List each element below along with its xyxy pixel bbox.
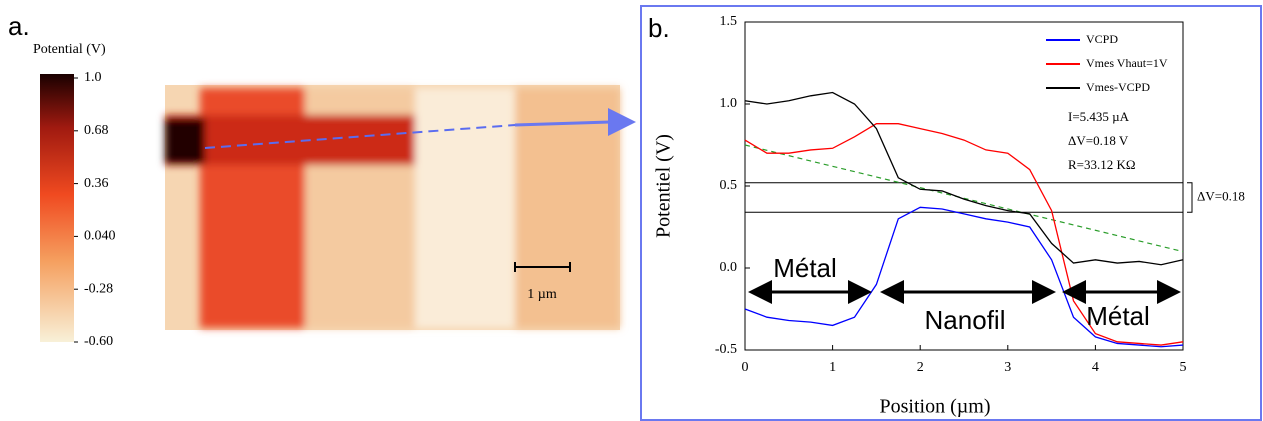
y-axis-title: Potentiel (V) bbox=[653, 134, 675, 238]
x-tick-label: 3 bbox=[1004, 360, 1011, 375]
colorbar-tick-label: 0.040 bbox=[84, 229, 116, 244]
region-label: Nanofil bbox=[925, 305, 1006, 335]
legend-label: Vmes Vhaut=1V bbox=[1086, 56, 1168, 70]
annotation: ΔV=0.18 bbox=[1197, 188, 1245, 203]
x-tick-label: 1 bbox=[829, 360, 836, 375]
annotation: I=5.435 µA bbox=[1068, 109, 1130, 124]
colorbar-tick-label: 0.68 bbox=[84, 123, 109, 138]
panel-label: b. bbox=[648, 13, 670, 43]
legend-label: VCPD bbox=[1086, 32, 1118, 46]
legend-label: Vmes-VCPD bbox=[1086, 80, 1150, 94]
colorbar-tick-label: 1.0 bbox=[84, 70, 102, 85]
colorbar-tick-label: -0.60 bbox=[84, 334, 113, 349]
data-line bbox=[744, 206, 1184, 348]
scale-label: 1 µm bbox=[527, 287, 557, 302]
region-label: Métal bbox=[773, 253, 837, 283]
colorbar-title: Potential (V) bbox=[33, 42, 106, 57]
y-tick-label: 0.0 bbox=[720, 260, 738, 275]
annotation: ΔV=0.18 V bbox=[1068, 133, 1129, 148]
region-label: Métal bbox=[1086, 301, 1150, 331]
x-axis-title: Position (µm) bbox=[880, 396, 991, 418]
y-tick-label: -0.5 bbox=[715, 342, 737, 357]
data-line bbox=[744, 123, 1184, 346]
y-tick-label: 1.5 bbox=[720, 14, 738, 29]
data-line bbox=[744, 91, 1184, 266]
x-tick-label: 0 bbox=[742, 360, 749, 375]
colorbar-tick-label: 0.36 bbox=[84, 176, 109, 191]
y-tick-label: 0.5 bbox=[720, 178, 738, 193]
x-tick-label: 5 bbox=[1180, 360, 1187, 375]
x-tick-label: 2 bbox=[917, 360, 924, 375]
x-tick-label: 4 bbox=[1092, 360, 1099, 375]
annotation: R=33.12 KΩ bbox=[1068, 157, 1136, 172]
profile-arrow bbox=[514, 120, 611, 127]
legend bbox=[1040, 24, 1182, 184]
y-tick-label: 1.0 bbox=[720, 96, 738, 111]
panel-label: a. bbox=[8, 11, 30, 41]
fit-line bbox=[744, 144, 1184, 253]
colorbar bbox=[40, 74, 74, 342]
panel-frame bbox=[640, 5, 1262, 421]
colorbar-tick-label: -0.28 bbox=[84, 281, 113, 296]
profile-line bbox=[204, 124, 516, 149]
arrow-head bbox=[608, 108, 636, 136]
bracket bbox=[1187, 182, 1193, 213]
